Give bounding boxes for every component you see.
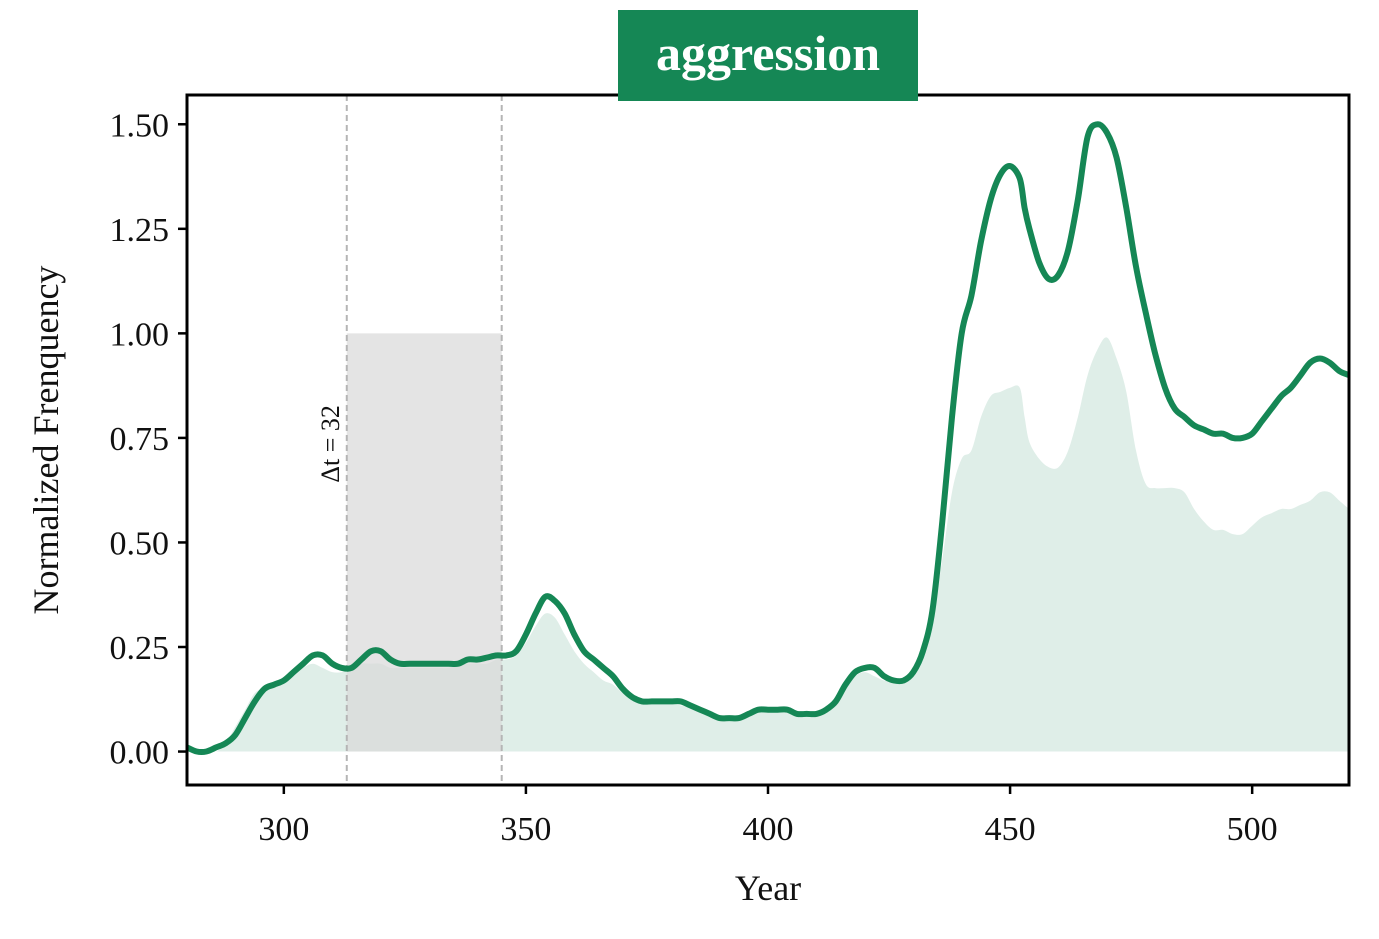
y-tick-label: 0.25 (110, 630, 170, 667)
x-axis: 300 350 400 450 500 (258, 785, 1278, 848)
x-tick-label: 300 (258, 811, 309, 848)
x-tick-label: 450 (985, 811, 1036, 848)
y-tick-label: 0.75 (110, 421, 170, 458)
y-tick-label: 0.50 (110, 525, 170, 562)
delta-t-annotation: Δt = 32 (316, 405, 345, 483)
title-badge (618, 10, 918, 101)
highlight-window (346, 333, 502, 752)
x-tick-label: 500 (1227, 811, 1278, 848)
plot-area (187, 95, 1349, 785)
y-tick-label: 1.00 (110, 316, 170, 353)
chart-title: aggression (656, 25, 880, 81)
y-tick-label: 1.50 (110, 107, 170, 144)
x-tick-label: 350 (500, 811, 551, 848)
y-axis-label: Normalized Frenquency (26, 266, 66, 615)
y-axis: 0.00 0.25 0.50 0.75 1.00 1.25 1.50 (110, 107, 187, 772)
y-tick-label: 1.25 (110, 212, 170, 249)
frequency-line (187, 121, 1349, 756)
x-axis-label: Year (735, 868, 801, 908)
y-tick-label: 0.00 (110, 735, 170, 772)
x-tick-label: 400 (743, 811, 794, 848)
frequency-area (187, 337, 1349, 753)
